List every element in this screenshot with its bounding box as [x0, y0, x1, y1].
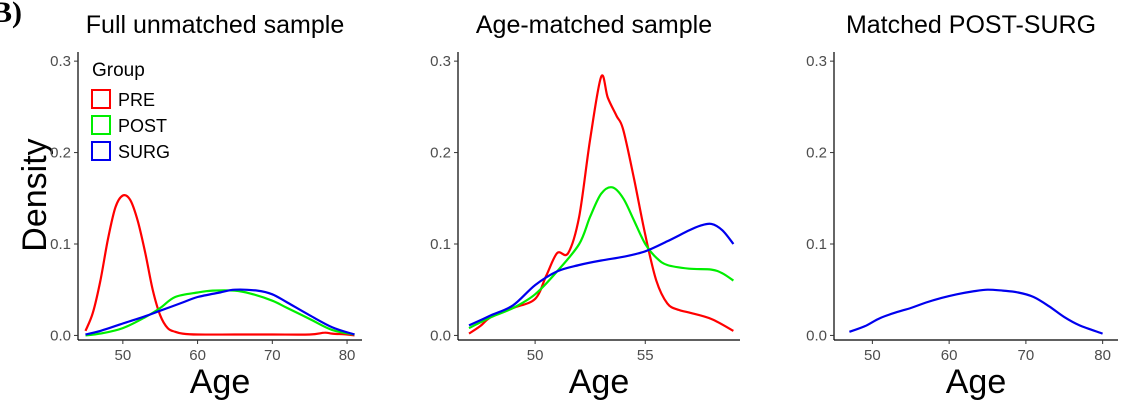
series-line-surg [85, 288, 355, 336]
legend-key-surg [91, 141, 111, 161]
series-line-post [468, 186, 735, 330]
y-tick-label: 0.0 [50, 327, 71, 344]
panel-2: Age-matched sample 0.0 0.1 0.2 0.3 50 55 Age [430, 11, 740, 401]
panel-title: Age-matched sample [476, 11, 712, 39]
legend-title: Group [92, 60, 145, 81]
legend-key-pre [91, 89, 111, 109]
panel-1: Full unmatched sample 0.0 0.1 0.2 0.3 50 60 70 8… [50, 11, 362, 401]
y-tick-label: 0.1 [806, 236, 827, 253]
series-line-surg [849, 288, 1103, 335]
x-tick-label: 80 [339, 347, 356, 364]
legend-label-pre: PRE [118, 90, 155, 110]
legend-key-post [91, 115, 111, 135]
x-tick-label: 50 [864, 347, 881, 364]
legend: Group PRE POST SURG [91, 60, 170, 162]
y-tick-label: 0.2 [430, 145, 451, 162]
x-tick-label: 70 [1018, 347, 1035, 364]
x-tick-label: 50 [114, 347, 131, 364]
y-axis-label: Density [16, 138, 54, 251]
y-tick-label: 0.2 [50, 145, 71, 162]
x-axis-label: Age [946, 363, 1007, 401]
x-tick-label: 60 [189, 347, 206, 364]
figure-tag: B) [0, 0, 22, 29]
y-tick-label: 0.3 [806, 53, 827, 70]
y-tick-label: 0.0 [806, 327, 827, 344]
y-tick-label: 0.3 [430, 53, 451, 70]
panel-title: Full unmatched sample [86, 11, 344, 39]
y-tick-label: 0.3 [50, 53, 71, 70]
x-tick-label: 55 [637, 347, 654, 364]
x-axis-label: Age [190, 363, 251, 401]
x-tick-label: 80 [1094, 347, 1111, 364]
y-tick-label: 0.2 [806, 145, 827, 162]
y-tick-label: 0.1 [50, 236, 71, 253]
panels: Full unmatched sample 0.0 0.1 0.2 0.3 50 60 70 8… [50, 11, 1118, 401]
legend-label-surg: SURG [118, 142, 170, 162]
y-tick-label: 0.0 [430, 327, 451, 344]
x-tick-label: 50 [527, 347, 544, 364]
panel-title: Matched POST-SURG [846, 11, 1096, 39]
x-tick-label: 60 [941, 347, 958, 364]
panel-3: Matched POST-SURG 0.0 0.1 0.2 0.3 50 60 70 80 Age [806, 11, 1118, 401]
series-line-pre [468, 74, 734, 335]
series-line-pre [84, 194, 355, 337]
y-tick-label: 0.1 [430, 236, 451, 253]
series-line-surg [468, 222, 735, 327]
x-axis-label: Age [569, 363, 630, 401]
series-line-post [85, 289, 355, 337]
legend-label-post: POST [118, 116, 167, 136]
x-tick-label: 70 [264, 347, 281, 364]
